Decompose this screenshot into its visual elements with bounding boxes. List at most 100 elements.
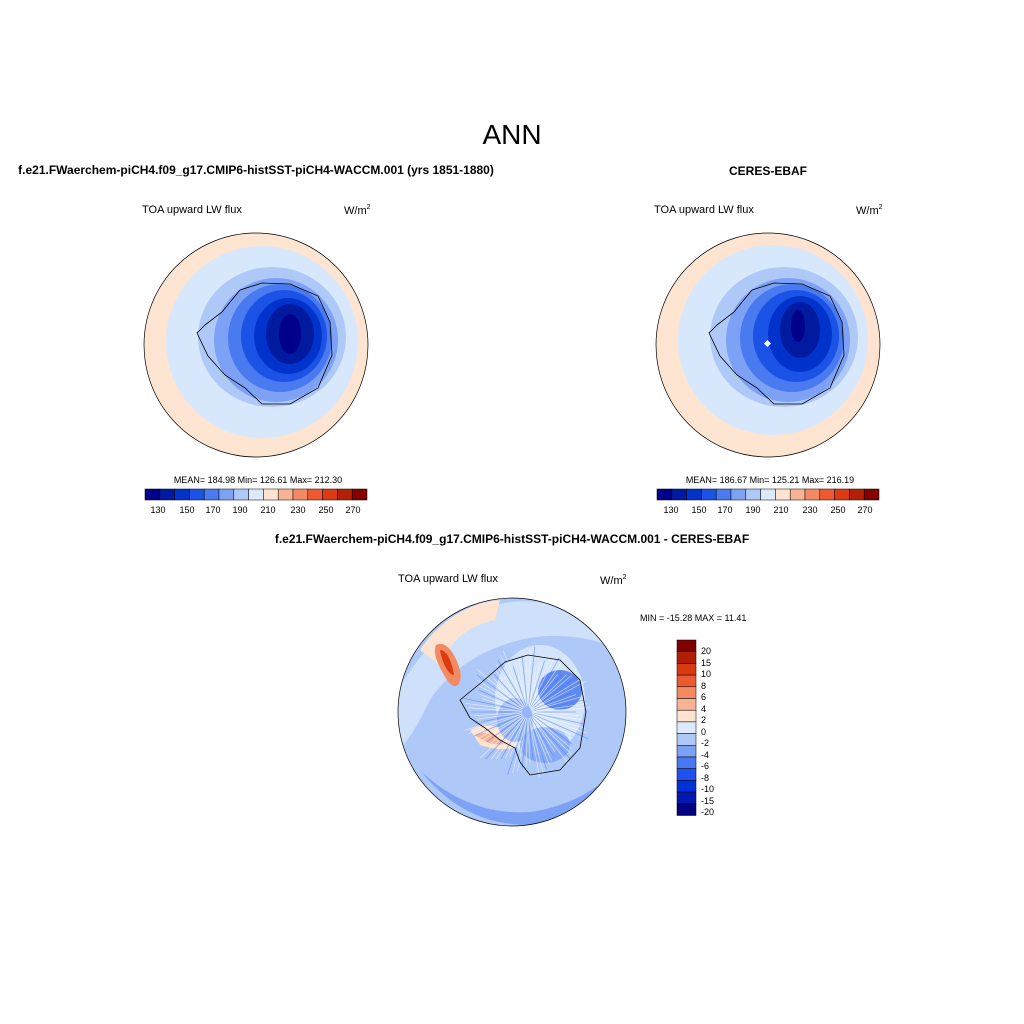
model-colorbar-swatch-6 — [233, 488, 249, 501]
obs-colorbar-swatch-2 — [686, 488, 702, 501]
diff-streak — [505, 717, 526, 759]
diff-colorbar-swatch-0 — [676, 639, 697, 652]
diff-streak — [525, 652, 529, 707]
model-colorbar-swatch-1 — [159, 488, 175, 501]
model-colorbar-swatch-9 — [277, 488, 294, 501]
diff-streak — [527, 717, 531, 763]
diff-streak — [477, 712, 523, 720]
model-units-base: W/m — [344, 205, 367, 217]
diff-streak — [533, 696, 581, 711]
diff-streak — [531, 716, 569, 765]
diff-variable-label: TOA upward LW flux — [398, 573, 498, 585]
obs-colorbar-label-1: 150 — [691, 505, 706, 515]
diff-colorbar-label-11: -8 — [701, 773, 709, 783]
diff-streak — [533, 699, 584, 712]
diff-streak — [502, 650, 527, 707]
diff-streak — [533, 712, 579, 716]
obs-units-label: W/m2 — [856, 204, 883, 217]
obs-panel-title: CERES-EBAF — [729, 164, 807, 178]
diff-colorbar-swatch-2 — [676, 663, 697, 676]
model-colorbar-label-6: 250 — [318, 505, 333, 515]
diff-streak — [478, 689, 523, 710]
diff-colorbar-swatch-4 — [676, 686, 697, 699]
model-colorbar-label-2: 170 — [205, 505, 220, 515]
diff-streak — [500, 655, 526, 707]
obs-colorbar-label-2: 170 — [717, 505, 732, 515]
model-units-exp: 2 — [367, 204, 371, 211]
diff-streak — [480, 712, 523, 723]
obs-colorbar-swatch-14 — [863, 488, 880, 501]
diff-streak — [515, 662, 527, 707]
diff-colorbar-swatch-14 — [676, 803, 697, 816]
model-colorbar-swatch-13 — [337, 488, 353, 501]
diff-colorbar-label-0: 20 — [701, 646, 711, 656]
model-colorbar-label-1: 150 — [179, 505, 194, 515]
diff-streak — [527, 649, 531, 707]
diff-streak — [473, 714, 523, 737]
model-colorbar-swatch-12 — [322, 488, 338, 501]
diff-streak — [531, 673, 563, 708]
model-colorbar-swatch-2 — [174, 488, 190, 501]
model-colorbar-swatch-3 — [189, 488, 205, 501]
model-colorbar-labels: 130 150 170 190 210 230 250 270 — [150, 505, 360, 515]
diff-stats-label: MIN = -15.28 MAX = 11.41 — [640, 613, 746, 623]
diff-streak — [481, 698, 523, 711]
diff-units-label: W/m2 — [600, 574, 627, 587]
diff-streak — [474, 712, 523, 717]
model-colorbar-label-7: 270 — [345, 505, 360, 515]
diff-streak — [465, 702, 523, 712]
diff-streak — [532, 715, 572, 754]
obs-colorbar-label-0: 130 — [663, 505, 678, 515]
diff-streak — [532, 676, 577, 709]
diff-colorbar-swatch-7 — [676, 721, 697, 734]
diff-streak — [477, 684, 523, 710]
diff-streak — [477, 714, 523, 740]
obs-colorbar-label-6: 250 — [830, 505, 845, 515]
diff-streak — [532, 678, 582, 710]
diff-streak — [490, 716, 525, 760]
diff-streak — [532, 715, 572, 749]
diff-streak — [532, 675, 572, 709]
diff-streak — [521, 655, 528, 707]
diff-streak — [530, 717, 553, 761]
obs-colorbar-label-4: 210 — [773, 505, 788, 515]
diff-colorbar-label-3: 8 — [701, 681, 706, 691]
model-colorbar-label-0: 130 — [150, 505, 165, 515]
diff-streak — [494, 669, 525, 708]
obs-colorbar-swatch-7 — [760, 488, 776, 501]
diff-streak — [485, 716, 525, 760]
diff-streak — [532, 714, 572, 740]
diff-streak — [528, 664, 537, 707]
diff-streak — [490, 715, 524, 744]
diff-streak — [530, 657, 555, 707]
obs-colorbar-swatch-12 — [834, 488, 850, 501]
model-colorbar-swatch-11 — [307, 488, 323, 501]
diff-streak — [509, 717, 527, 757]
diff-colorbar-label-5: 4 — [701, 704, 706, 714]
obs-colorbar-swatch-1 — [671, 488, 687, 501]
model-colorbar-label-5: 230 — [290, 505, 305, 515]
model-colorbar — [144, 488, 368, 501]
model-polar-map — [144, 233, 368, 457]
diff-streak — [528, 717, 534, 760]
diff-colorbar-label-6: 2 — [701, 715, 706, 725]
diff-streak — [533, 707, 591, 712]
diff-units-base: W/m — [600, 575, 623, 587]
diff-streak — [530, 657, 560, 708]
diff-streak — [533, 692, 573, 710]
model-coastline — [196, 282, 333, 405]
obs-panel: CERES-EBAF TOA upward LW flux W/m2 MEAN=… — [654, 164, 883, 515]
diff-streak — [486, 715, 524, 743]
diff-colorbar-label-1: 15 — [701, 658, 711, 668]
diff-streak — [533, 714, 571, 735]
diff-streak — [533, 680, 587, 710]
diff-colorbar-labels: 20 15 10 8 6 4 2 0 -2 -4 -6 -8 -10 -15 -… — [701, 646, 714, 817]
diff-map-border — [397, 597, 627, 827]
diff-streak — [500, 716, 526, 759]
diff-streak — [512, 666, 527, 707]
obs-pole-marker — [763, 339, 772, 348]
diff-colorbar — [676, 639, 697, 816]
obs-variable-label: TOA upward LW flux — [654, 204, 754, 216]
diff-colorbar-swatch-12 — [676, 780, 697, 793]
model-colorbar-swatch-14 — [351, 488, 368, 501]
